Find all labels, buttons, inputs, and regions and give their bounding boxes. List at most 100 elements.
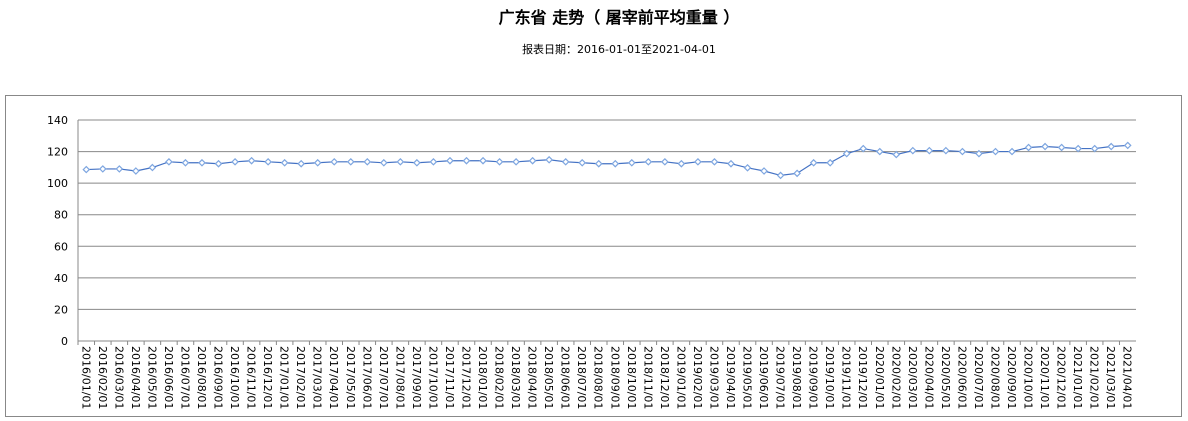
x-tick-label: 2020/10/01 [1022,346,1035,409]
x-tick-label: 2020/04/01 [922,346,935,409]
x-tick-label: 2019/12/01 [856,346,869,409]
data-point [809,158,818,167]
x-tick-label: 2019/07/01 [774,346,787,409]
x-tick-label: 2016/12/01 [261,346,274,409]
data-point [462,156,471,165]
data-point [495,157,504,166]
data-point [661,157,669,166]
data-point [627,158,636,167]
data-point [115,165,124,173]
x-tick-label: 2020/08/01 [988,346,1001,409]
y-tick-label: 120 [47,146,68,159]
x-tick-label: 2016/05/01 [145,346,158,409]
x-tick-label: 2019/11/01 [840,346,853,409]
x-tick-label: 2016/02/01 [96,346,109,409]
data-point [363,157,372,166]
x-tick-label: 2019/04/01 [724,346,737,409]
x-tick-label: 2020/06/01 [955,346,968,409]
x-tick-label: 2019/03/01 [707,346,720,409]
data-point [1090,144,1099,153]
x-tick-label: 2017/09/01 [410,346,423,409]
data-point [479,156,487,165]
x-tick-label: 2018/04/01 [526,346,539,409]
x-tick-label: 2017/03/01 [311,346,324,409]
data-point [925,146,934,155]
data-point [1057,143,1066,152]
data-point [1107,142,1116,151]
data-point [413,158,421,167]
data-point [975,149,983,158]
x-tick-label: 2020/05/01 [939,346,952,409]
data-point [694,157,702,166]
data-point [98,165,107,173]
data-point [297,159,306,168]
y-tick-label: 0 [61,335,68,348]
data-point [743,163,752,172]
data-point [958,147,967,156]
chart-title: 广东省 走势（ 屠宰前平均重量 ） [498,8,740,27]
x-tick-label: 2020/07/01 [972,346,985,409]
data-point [396,157,405,166]
data-point [264,157,272,166]
y-tick-label: 40 [54,272,68,285]
data-point [1123,141,1132,150]
data-point [991,147,1000,156]
data-point [181,158,190,167]
x-tick-label: 2019/06/01 [757,346,770,409]
data-point [1024,143,1033,152]
data-point [677,159,686,168]
x-tick-label: 2017/12/01 [459,346,472,409]
x-tick-label: 2018/11/01 [641,346,654,409]
x-tick-label: 2021/03/01 [1104,346,1117,409]
data-point [346,157,355,166]
data-point [826,158,835,167]
data-point [710,157,719,166]
data-point [942,146,950,155]
data-point [379,158,388,167]
x-tick-label: 2018/05/01 [542,346,555,409]
x-tick-label: 2016/01/01 [79,346,92,409]
data-point [545,155,553,164]
x-tick-label: 2018/01/01 [476,346,489,409]
data-point [231,157,239,166]
x-tick-label: 2017/07/01 [377,346,390,409]
data-point [875,147,884,156]
x-tick-label: 2016/04/01 [129,346,142,409]
data-point [165,157,173,166]
x-tick-label: 2020/09/01 [1005,346,1018,409]
data-point [446,156,454,165]
x-tick-label: 2017/02/01 [294,346,307,409]
x-tick-label: 2017/05/01 [344,346,357,409]
x-tick-label: 2019/01/01 [674,346,687,409]
data-point [727,159,735,168]
x-tick-label: 2018/12/01 [658,346,671,409]
data-point [198,158,206,167]
data-point [330,157,339,166]
data-point [561,157,570,166]
data-point [247,156,256,165]
data-point [1041,142,1049,151]
x-tick-label: 2018/08/01 [592,346,605,409]
x-tick-label: 2017/01/01 [278,346,291,409]
x-tick-label: 2017/06/01 [360,346,373,409]
x-tick-label: 2018/10/01 [625,346,638,409]
data-point [313,158,322,167]
x-tick-label: 2016/11/01 [245,346,258,409]
x-tick-label: 2018/03/01 [509,346,522,409]
data-point [793,169,801,178]
data-point [776,171,785,180]
x-tick-label: 2021/02/01 [1088,346,1101,409]
data-point [429,157,438,166]
data-point [132,167,140,175]
y-tick-label: 100 [47,177,68,190]
x-tick-label: 2016/08/01 [195,346,208,409]
chart-frame [5,95,1182,417]
data-point [594,159,603,168]
data-point [760,167,768,175]
x-tick-label: 2021/04/01 [1121,346,1134,409]
x-tick-label: 2019/10/01 [823,346,836,409]
x-tick-label: 2018/07/01 [575,346,588,409]
x-tick-label: 2020/03/01 [906,346,919,409]
x-tick-label: 2019/02/01 [691,346,704,409]
